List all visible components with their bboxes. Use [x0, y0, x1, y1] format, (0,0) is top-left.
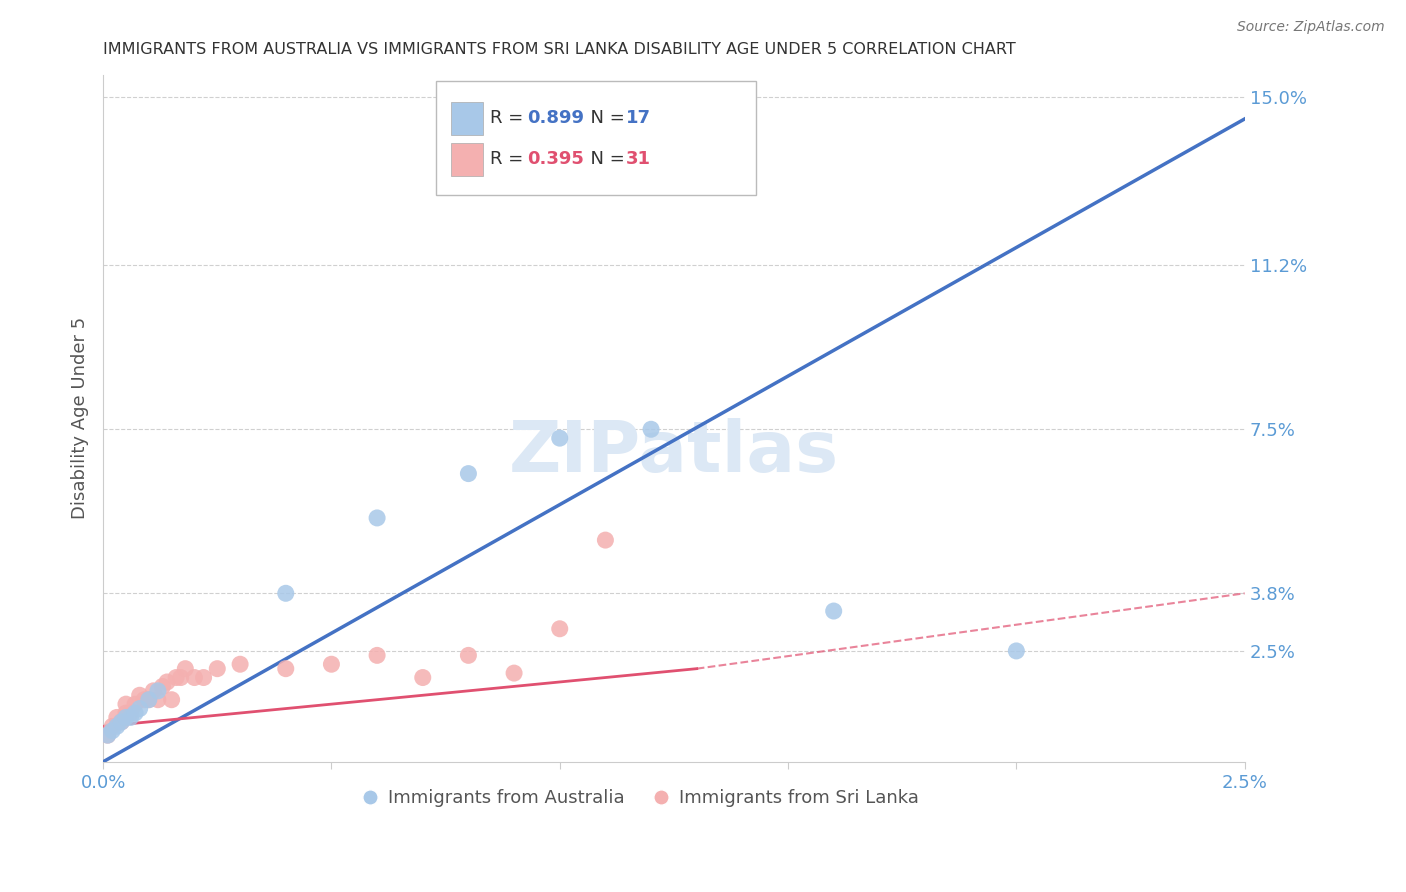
Point: [152, 680, 174, 694]
Text: 0.899: 0.899: [527, 109, 583, 127]
Point: [1005, 644, 1028, 658]
Point: [548, 622, 571, 636]
Text: R =: R =: [491, 109, 529, 127]
Point: [97, 728, 120, 742]
Point: [105, 719, 128, 733]
Point: [115, 697, 138, 711]
Point: [183, 671, 205, 685]
Point: [146, 683, 169, 698]
Point: [101, 723, 124, 738]
Point: [115, 706, 138, 720]
Point: [548, 431, 571, 445]
Y-axis label: Disability Age Under 5: Disability Age Under 5: [72, 317, 89, 519]
Point: [160, 692, 183, 706]
Point: [128, 701, 150, 715]
Point: [174, 662, 197, 676]
Point: [124, 697, 146, 711]
Point: [138, 692, 160, 706]
Point: [823, 604, 845, 618]
Point: [165, 671, 187, 685]
Point: [595, 533, 617, 547]
Text: IMMIGRANTS FROM AUSTRALIA VS IMMIGRANTS FROM SRI LANKA DISABILITY AGE UNDER 5 CO: IMMIGRANTS FROM AUSTRALIA VS IMMIGRANTS …: [103, 42, 1017, 57]
Point: [120, 710, 142, 724]
Text: N =: N =: [579, 109, 631, 127]
Point: [110, 714, 132, 729]
Point: [321, 657, 343, 672]
Point: [412, 671, 434, 685]
Point: [170, 671, 193, 685]
Point: [274, 662, 297, 676]
Point: [138, 692, 160, 706]
Bar: [451, 144, 484, 177]
Point: [457, 467, 479, 481]
Text: 31: 31: [626, 150, 651, 168]
Point: [366, 511, 388, 525]
FancyBboxPatch shape: [436, 81, 756, 194]
Text: Source: ZipAtlas.com: Source: ZipAtlas.com: [1237, 20, 1385, 34]
Point: [640, 422, 662, 436]
Text: R =: R =: [491, 150, 529, 168]
Point: [105, 710, 128, 724]
Point: [207, 662, 229, 676]
Point: [110, 714, 132, 729]
Text: 17: 17: [626, 109, 651, 127]
Point: [115, 710, 138, 724]
Point: [156, 675, 179, 690]
Point: [229, 657, 252, 672]
Text: N =: N =: [579, 150, 631, 168]
Point: [457, 648, 479, 663]
Point: [142, 683, 165, 698]
Text: 0.395: 0.395: [527, 150, 583, 168]
Point: [503, 666, 526, 681]
Point: [146, 692, 169, 706]
Point: [366, 648, 388, 663]
Point: [101, 719, 124, 733]
Point: [193, 671, 215, 685]
Text: ZIPatlas: ZIPatlas: [509, 418, 839, 487]
Legend: Immigrants from Australia, Immigrants from Sri Lanka: Immigrants from Australia, Immigrants fr…: [353, 782, 925, 814]
Point: [134, 692, 156, 706]
Point: [97, 728, 120, 742]
Point: [120, 706, 142, 720]
Bar: [451, 102, 484, 135]
Point: [128, 688, 150, 702]
Point: [274, 586, 297, 600]
Point: [124, 706, 146, 720]
